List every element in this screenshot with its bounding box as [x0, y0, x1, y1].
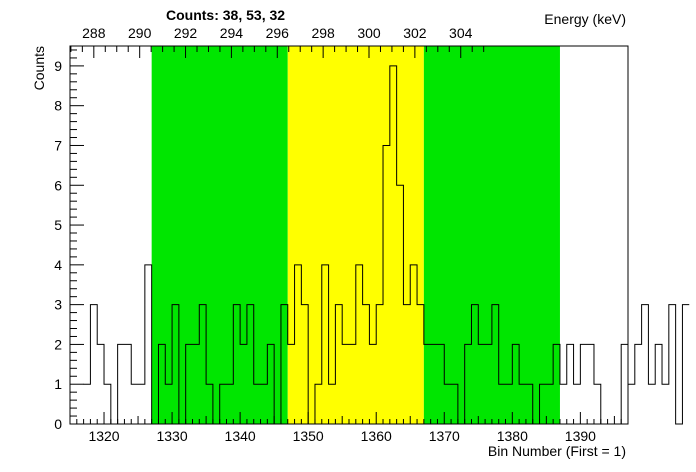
top-tick-label: 302 — [403, 25, 427, 41]
y-tick-label: 4 — [54, 257, 62, 273]
y-tick-label: 0 — [54, 416, 62, 432]
y-axis-ticks: 0 1 2 3 4 5 6 7 8 9 — [54, 49, 84, 432]
top-tick-label: 304 — [449, 25, 473, 41]
top-tick-label: 300 — [357, 25, 381, 41]
top-axis-title: Energy (keV) — [544, 11, 626, 27]
y-tick-label: 8 — [54, 98, 62, 114]
x-axis-title: Bin Number (First = 1) — [488, 443, 626, 459]
x-tick-label: 1370 — [429, 428, 460, 444]
top-tick-label: 292 — [174, 25, 198, 41]
x-tick-label: 1380 — [497, 428, 528, 444]
top-axis-ticks: 288 290 292 294 296 298 300 302 304 — [70, 25, 485, 58]
top-tick-label: 294 — [220, 25, 244, 41]
chart-title: Counts: 38, 53, 32 — [166, 7, 285, 23]
x-tick-label: 1390 — [565, 428, 596, 444]
top-tick-label: 290 — [128, 25, 152, 41]
y-tick-label: 5 — [54, 217, 62, 233]
y-tick-label: 6 — [54, 177, 62, 193]
x-axis-ticks: 1320 1330 1340 1350 1360 1370 1380 1390 — [76, 412, 622, 444]
y-tick-label: 3 — [54, 297, 62, 313]
region-bands — [151, 46, 560, 424]
band-2 — [423, 46, 560, 424]
y-axis-title: Counts — [31, 46, 47, 90]
band-0 — [151, 46, 288, 424]
top-tick-label: 296 — [266, 25, 290, 41]
x-tick-label: 1340 — [225, 428, 256, 444]
band-1 — [287, 46, 424, 424]
top-tick-label: 298 — [311, 25, 335, 41]
x-tick-label: 1330 — [156, 428, 187, 444]
y-tick-label: 9 — [54, 58, 62, 74]
x-tick-label: 1350 — [293, 428, 324, 444]
y-tick-label: 7 — [54, 137, 62, 153]
x-tick-label: 1320 — [88, 428, 119, 444]
y-tick-label: 2 — [54, 336, 62, 352]
y-tick-label: 1 — [54, 376, 62, 392]
x-tick-label: 1360 — [361, 428, 392, 444]
top-tick-label: 288 — [82, 25, 106, 41]
